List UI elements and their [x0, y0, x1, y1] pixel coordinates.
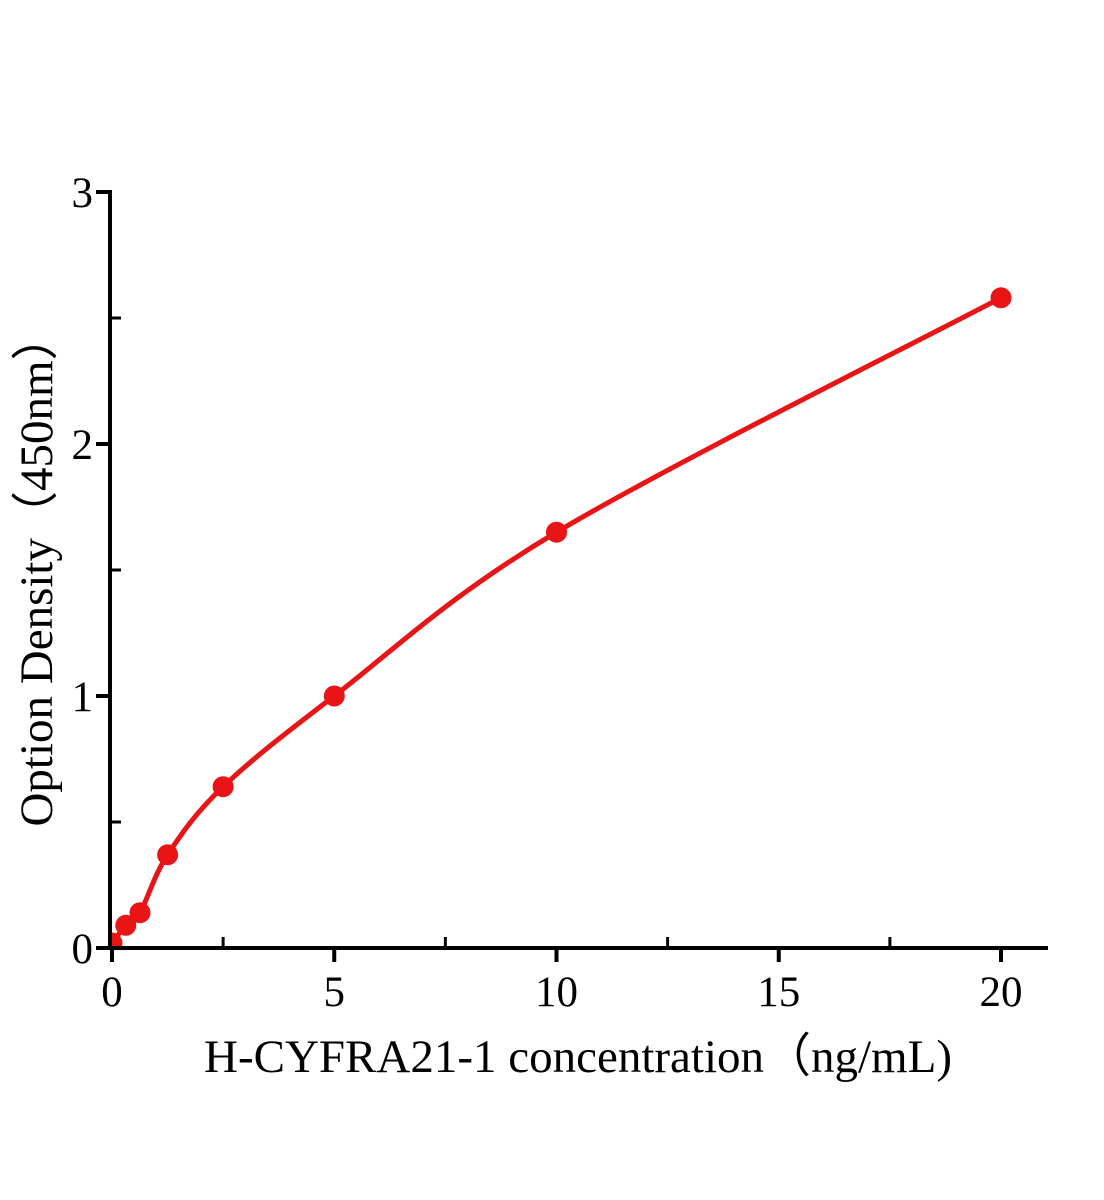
- y-axis-tick-labels: 0 1 2 3: [72, 170, 94, 973]
- x-tick-label: 5: [324, 969, 346, 1016]
- x-tick-label: 10: [535, 969, 578, 1016]
- fit-curve: [112, 295, 1004, 946]
- x-axis-ticks: [110, 937, 1003, 962]
- data-point-marker: [129, 902, 151, 924]
- axes-layer: [96, 190, 1048, 962]
- y-axis-ticks: [96, 190, 121, 950]
- x-tick-label: 20: [980, 969, 1023, 1016]
- x-tick-label: 0: [101, 969, 123, 1016]
- series-layer: [112, 287, 1012, 948]
- x-axis-label: H-CYFRA21-1 concentration（ng/mL): [204, 1031, 952, 1083]
- x-axis-tick-labels: 0 5 10 15 20: [101, 969, 1022, 1016]
- data-point-marker: [212, 776, 234, 798]
- y-tick-label: 1: [72, 674, 94, 721]
- data-point-marker: [157, 844, 179, 866]
- data-point-marker: [115, 914, 137, 936]
- data-point-marker: [112, 932, 123, 948]
- y-axis-label: Option Density（450nm）: [11, 313, 63, 826]
- data-point-marker: [546, 521, 567, 543]
- y-tick-label: 2: [72, 422, 94, 469]
- y-tick-label: 3: [72, 170, 94, 217]
- x-tick-label: 15: [757, 969, 800, 1016]
- data-point-marker: [990, 287, 1012, 309]
- y-tick-label: 0: [72, 926, 94, 973]
- data-point-marker: [323, 685, 345, 707]
